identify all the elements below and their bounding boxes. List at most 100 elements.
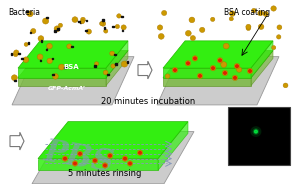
Bar — [86, 30, 87, 31]
Bar — [22, 58, 23, 59]
Bar — [78, 21, 80, 22]
Circle shape — [107, 153, 113, 158]
Bar — [46, 49, 47, 50]
Bar — [19, 53, 20, 54]
Circle shape — [92, 158, 98, 163]
Bar — [40, 60, 41, 61]
Circle shape — [174, 69, 176, 71]
Circle shape — [31, 29, 36, 34]
Bar — [11, 53, 12, 55]
Bar — [53, 74, 54, 75]
Circle shape — [210, 65, 216, 71]
Circle shape — [229, 17, 233, 21]
Circle shape — [14, 50, 19, 55]
Circle shape — [258, 24, 264, 29]
Circle shape — [194, 57, 196, 60]
Circle shape — [102, 163, 108, 168]
Text: 20 minutes incubation: 20 minutes incubation — [101, 97, 195, 106]
Circle shape — [101, 21, 106, 26]
Circle shape — [104, 29, 108, 33]
Circle shape — [222, 70, 228, 76]
Bar — [14, 80, 16, 81]
Circle shape — [24, 43, 28, 46]
Circle shape — [58, 64, 65, 70]
Circle shape — [38, 36, 44, 41]
Polygon shape — [10, 132, 24, 150]
Circle shape — [86, 29, 91, 34]
Circle shape — [263, 11, 268, 16]
Text: Bacteria: Bacteria — [8, 8, 40, 17]
Circle shape — [77, 151, 83, 156]
Bar — [52, 58, 53, 59]
Circle shape — [189, 17, 195, 23]
Circle shape — [185, 60, 191, 66]
Circle shape — [121, 25, 126, 30]
Circle shape — [23, 57, 29, 63]
Polygon shape — [18, 68, 106, 78]
Bar — [46, 17, 48, 18]
Polygon shape — [158, 122, 188, 170]
Text: PBS: PBS — [42, 136, 117, 179]
Circle shape — [236, 65, 238, 67]
Text: 5 minutes rinsing: 5 minutes rinsing — [68, 169, 142, 178]
Polygon shape — [38, 122, 188, 159]
Polygon shape — [38, 159, 158, 170]
Circle shape — [224, 72, 226, 74]
Circle shape — [37, 54, 43, 60]
Circle shape — [190, 36, 196, 41]
Bar — [114, 54, 116, 55]
Circle shape — [129, 162, 131, 165]
Circle shape — [234, 77, 236, 79]
Polygon shape — [163, 51, 273, 78]
Circle shape — [211, 17, 215, 22]
Polygon shape — [163, 78, 251, 86]
Circle shape — [172, 67, 178, 73]
Circle shape — [232, 75, 238, 81]
Circle shape — [74, 162, 76, 165]
Circle shape — [117, 14, 121, 18]
Bar — [107, 74, 109, 75]
Circle shape — [157, 25, 163, 30]
Circle shape — [254, 130, 258, 133]
Circle shape — [121, 61, 128, 67]
Bar — [71, 46, 73, 47]
Circle shape — [62, 156, 68, 161]
Circle shape — [12, 75, 17, 81]
Text: GFP-AcmA’: GFP-AcmA’ — [47, 86, 85, 91]
Polygon shape — [138, 61, 152, 79]
Bar — [64, 67, 66, 68]
Circle shape — [246, 26, 251, 30]
Circle shape — [249, 70, 251, 72]
Circle shape — [58, 23, 63, 27]
Polygon shape — [18, 51, 128, 78]
Circle shape — [192, 56, 198, 61]
Circle shape — [219, 59, 221, 62]
Polygon shape — [18, 78, 106, 86]
Circle shape — [103, 70, 108, 75]
Bar — [41, 40, 42, 42]
Polygon shape — [106, 51, 128, 86]
Circle shape — [251, 127, 261, 136]
Circle shape — [109, 154, 111, 157]
Polygon shape — [12, 57, 134, 105]
Bar — [58, 28, 59, 30]
Bar — [112, 26, 114, 27]
Circle shape — [94, 159, 96, 162]
Circle shape — [221, 62, 227, 67]
Bar — [127, 61, 128, 63]
Circle shape — [42, 18, 49, 24]
Circle shape — [253, 129, 259, 135]
Circle shape — [72, 161, 78, 166]
Circle shape — [104, 164, 106, 167]
Circle shape — [115, 24, 119, 29]
Circle shape — [54, 26, 60, 32]
Circle shape — [158, 33, 164, 39]
Circle shape — [100, 22, 104, 26]
Circle shape — [276, 35, 281, 39]
Circle shape — [247, 68, 253, 74]
Circle shape — [258, 11, 263, 16]
Circle shape — [111, 64, 115, 68]
Circle shape — [13, 52, 18, 57]
Circle shape — [277, 25, 282, 30]
Bar — [121, 16, 123, 17]
